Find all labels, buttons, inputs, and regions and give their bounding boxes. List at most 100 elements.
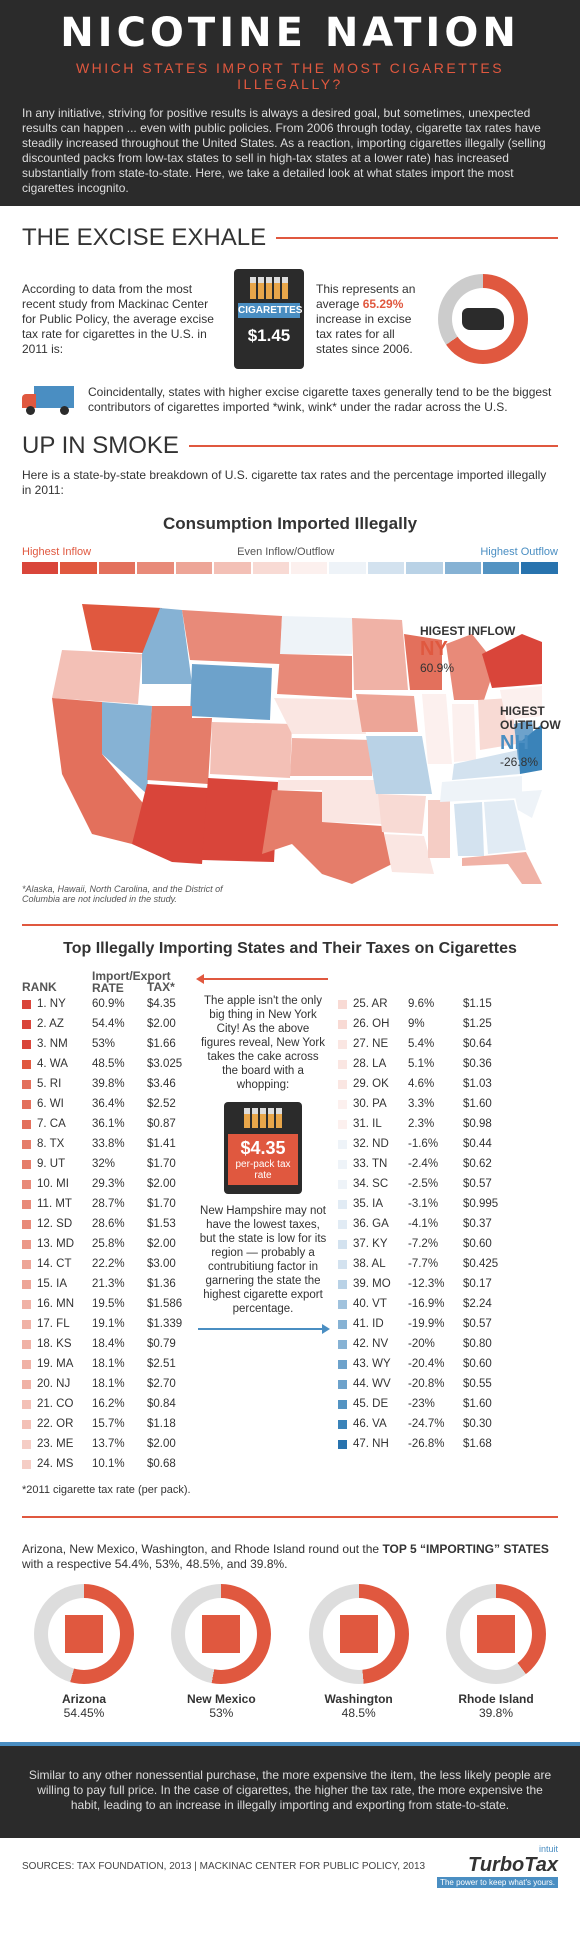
row-rate: -23% xyxy=(408,1398,435,1410)
legend-swatch xyxy=(367,562,405,574)
row-state: 14. CT xyxy=(37,1258,72,1270)
us-map-icon xyxy=(462,308,504,330)
row-state: 6. WI xyxy=(37,1098,64,1110)
row-tax: $1.68 xyxy=(463,1438,492,1450)
legend-swatch xyxy=(329,562,366,574)
row-tax: $1.36 xyxy=(147,1278,176,1290)
state-circle: Washington 48.5% xyxy=(305,1584,413,1720)
row-tax: $0.36 xyxy=(463,1058,492,1070)
table-row: 19. MA 18.1% $2.51 xyxy=(22,1354,192,1374)
increase-post: increase in excise tax rates for all sta… xyxy=(316,311,413,356)
row-tax: $1.66 xyxy=(147,1038,176,1050)
state-mo xyxy=(366,736,432,794)
legend-outflow: Highest Outflow xyxy=(480,546,558,558)
row-rate: 4.6% xyxy=(408,1078,435,1090)
row-rate: -24.7% xyxy=(408,1418,445,1430)
row-tax: $0.98 xyxy=(463,1118,492,1130)
state-wa xyxy=(82,604,162,654)
color-swatch xyxy=(22,1299,31,1309)
row-rate: -2.5% xyxy=(408,1178,439,1190)
row-tax: $1.18 xyxy=(147,1418,176,1430)
percent-ring xyxy=(445,1584,546,1684)
row-tax: $0.60 xyxy=(463,1238,492,1250)
row-rate: -12.3% xyxy=(408,1278,445,1290)
head-rate: Import/Export RATE xyxy=(92,969,171,995)
cigarette-pack-icon: CIGARETTES $1.45 xyxy=(234,269,304,369)
color-swatch xyxy=(338,1119,347,1129)
cigarette-pack-icon: $4.35 per-pack tax rate xyxy=(224,1102,302,1194)
percent-ring xyxy=(34,1584,134,1684)
row-tax: $0.87 xyxy=(147,1118,176,1130)
row-state: 47. NH xyxy=(353,1438,389,1450)
inflow-pct: 60.9% xyxy=(420,661,455,675)
row-state: 31. IL xyxy=(353,1118,382,1130)
legend-swatch xyxy=(521,562,558,574)
row-tax: $0.30 xyxy=(463,1418,492,1430)
color-swatch xyxy=(22,1319,31,1329)
table-row: 32. ND -1.6% $0.44 xyxy=(338,1134,508,1154)
sources: SOURCES: TAX FOUNDATION, 2013 | MACKINAC… xyxy=(22,1860,426,1872)
row-rate: 18.1% xyxy=(92,1358,125,1370)
state-sc xyxy=(514,790,542,818)
row-state: 16. MN xyxy=(37,1298,75,1310)
state-value: 48.5% xyxy=(341,1706,376,1720)
state-name: Rhode Island xyxy=(458,1692,534,1706)
row-rate: 21.3% xyxy=(92,1278,125,1290)
color-swatch xyxy=(338,1279,347,1289)
table-row: 39. MO -12.3% $0.17 xyxy=(338,1274,508,1294)
row-tax: $0.62 xyxy=(463,1158,492,1170)
turbotax-logo[interactable]: intuit TurboTax The power to keep what's… xyxy=(437,1844,558,1888)
row-rate: 48.5% xyxy=(92,1058,125,1070)
title-rule xyxy=(276,237,558,239)
excise-text: According to data from the most recent s… xyxy=(22,281,214,356)
row-state: 27. NE xyxy=(353,1038,389,1050)
state-ia xyxy=(356,694,418,732)
color-swatch xyxy=(22,1179,31,1189)
truck-text: Coincidentally, states with higher excis… xyxy=(88,385,552,414)
table-row: 3. NM 53% $1.66 xyxy=(22,1034,192,1054)
row-rate: 39.8% xyxy=(92,1078,125,1090)
table-row: 42. NV -20% $0.80 xyxy=(338,1334,508,1354)
top5-post: with a respective 54.4%, 53%, 48.5%, and… xyxy=(22,1557,288,1571)
row-tax: $2.70 xyxy=(147,1378,176,1390)
row-tax: $3.46 xyxy=(147,1078,176,1090)
brand-text: TurboTax xyxy=(467,1854,558,1876)
state-ar xyxy=(378,794,426,834)
nh-callout-text: New Hampshire may not have the lowest ta… xyxy=(199,1205,327,1315)
color-swatch xyxy=(22,1359,31,1369)
color-swatch xyxy=(338,1159,347,1169)
table-row: 45. DE -23% $1.60 xyxy=(338,1394,508,1414)
row-rate: -4.1% xyxy=(408,1218,439,1230)
row-tax: $1.70 xyxy=(147,1198,176,1210)
row-state: 29. OK xyxy=(353,1078,389,1090)
legend-swatch xyxy=(252,562,289,574)
state-ms xyxy=(428,800,450,858)
state-shape-icon xyxy=(65,1615,103,1653)
color-swatch xyxy=(338,1079,347,1089)
map-footnote: *Alaska, Hawaii, North Carolina, and the… xyxy=(22,884,223,904)
legend-scale xyxy=(22,562,558,574)
truck-row: Coincidentally, states with higher excis… xyxy=(0,372,580,432)
map-title: Consumption Imported Illegally xyxy=(162,514,418,533)
table-row: 1. NY 60.9% $4.35 xyxy=(22,994,192,1014)
row-rate: 2.3% xyxy=(408,1118,435,1130)
row-rate: -20.8% xyxy=(408,1378,445,1390)
state-shape-icon xyxy=(339,1615,378,1653)
color-swatch xyxy=(22,1219,31,1229)
row-state: 25. AR xyxy=(353,998,388,1010)
increase-pct: 65.29% xyxy=(362,296,404,311)
row-state: 22. OR xyxy=(37,1418,74,1430)
row-rate: 5.4% xyxy=(408,1038,435,1050)
row-rate: 28.7% xyxy=(92,1198,125,1210)
legend-inflow: Highest Inflow xyxy=(22,546,92,558)
color-swatch xyxy=(338,1359,347,1369)
color-swatch xyxy=(338,1179,347,1189)
row-state: 26. OH xyxy=(353,1018,390,1030)
row-rate: 9% xyxy=(408,1018,425,1030)
table-row: 35. IA -3.1% $0.995 xyxy=(338,1194,508,1214)
color-swatch xyxy=(22,1019,31,1029)
state-ca xyxy=(52,698,152,844)
row-rate: 60.9% xyxy=(92,998,125,1010)
table-row: 47. NH -26.8% $1.68 xyxy=(338,1434,508,1454)
outflow-callout: HIGEST OUTFLOW NH -26.8% xyxy=(500,704,580,769)
